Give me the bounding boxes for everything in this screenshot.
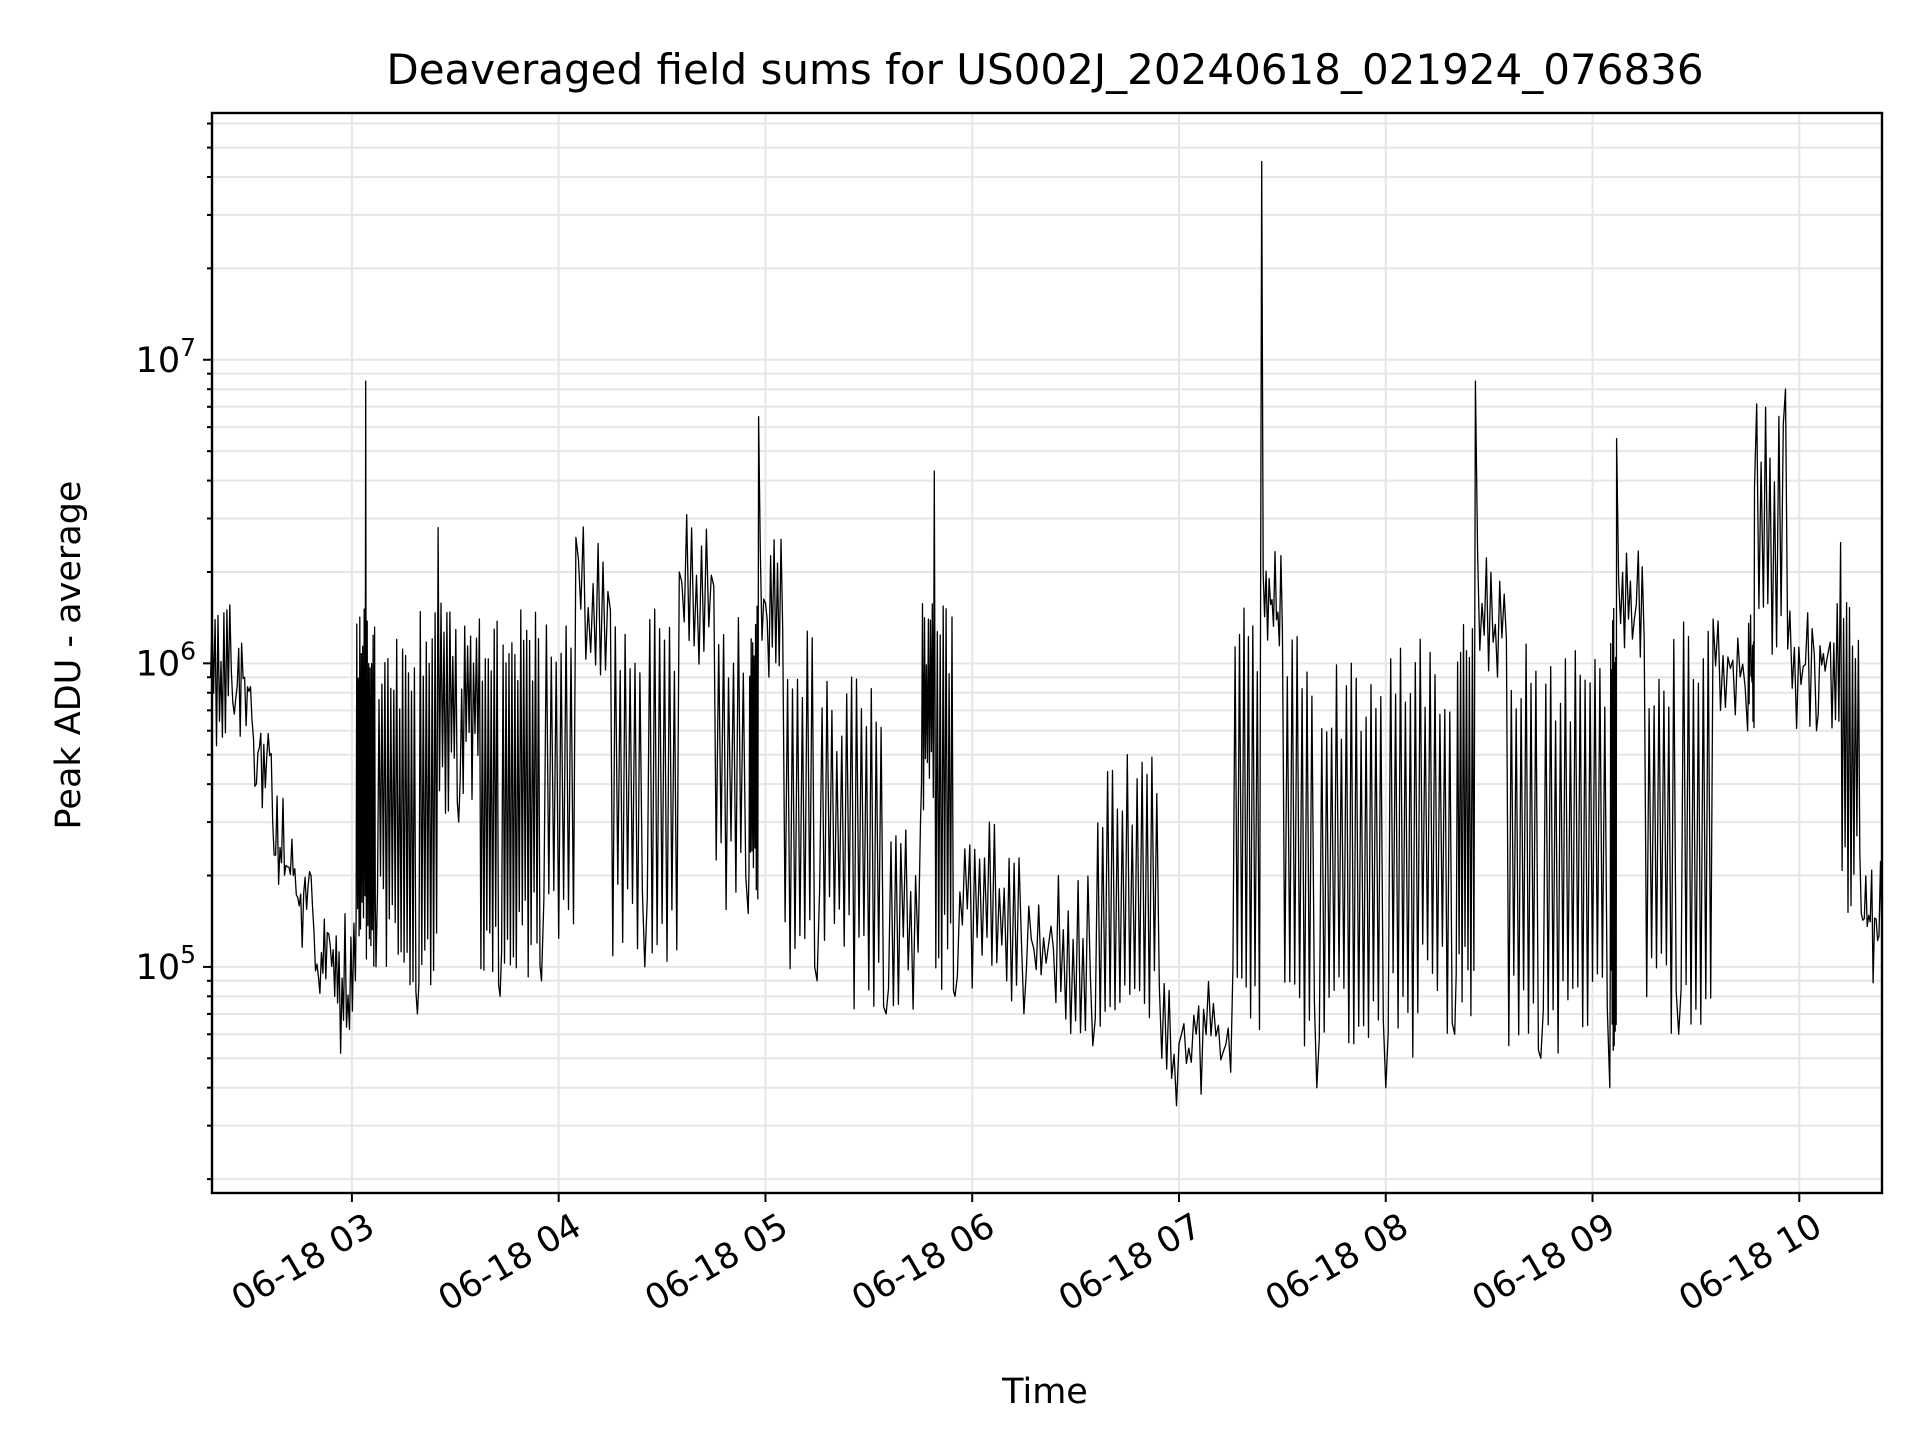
y-axis-label: Peak ADU - average [49,481,89,830]
x-axis-label: Time [1001,1372,1088,1412]
chart-title: Deaveraged field sums for US002J_2024061… [386,45,1703,94]
y-tick-label: 107 [136,333,196,381]
series-line [209,160,1883,1107]
y-tick-label: 105 [136,940,196,988]
y-tick-label: 106 [136,636,196,684]
plot-frame [210,111,1884,1195]
